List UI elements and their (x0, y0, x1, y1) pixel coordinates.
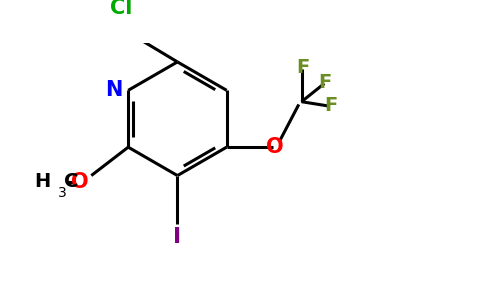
Text: O: O (266, 137, 284, 157)
Text: 3: 3 (58, 186, 66, 200)
Text: N: N (106, 80, 123, 100)
Text: Cl: Cl (110, 0, 133, 18)
Text: I: I (173, 226, 182, 247)
Text: C: C (64, 172, 79, 191)
Text: F: F (324, 96, 337, 115)
Text: O: O (71, 172, 89, 192)
Text: H: H (34, 172, 51, 191)
Text: F: F (296, 58, 309, 77)
Text: F: F (318, 73, 332, 92)
